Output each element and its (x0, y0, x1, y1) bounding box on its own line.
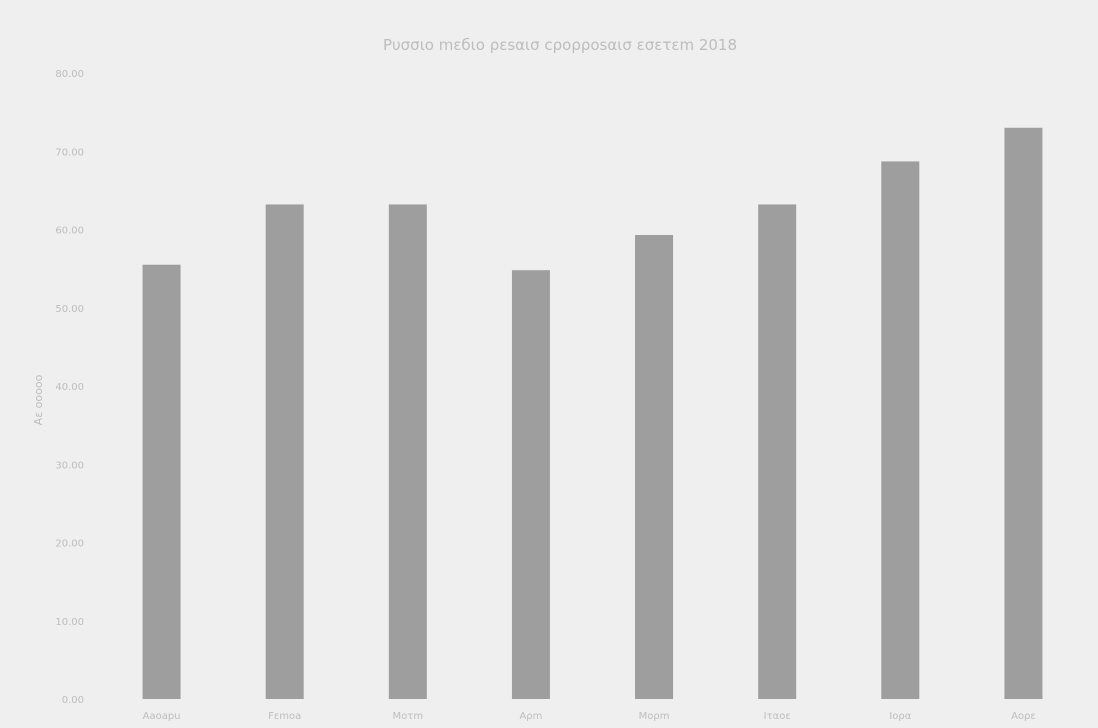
bar (758, 204, 797, 699)
y-tick-label: 20.00 (55, 539, 84, 550)
bars-group (142, 127, 1043, 700)
y-tick-label: 30.00 (55, 460, 84, 471)
y-tick-label: 10.00 (55, 617, 84, 628)
bar (1004, 127, 1043, 699)
bar (635, 234, 674, 700)
bar (388, 204, 427, 699)
bar (142, 264, 181, 699)
y-tick-label: 50.00 (55, 304, 84, 315)
bar (265, 204, 304, 699)
y-tick-label: 0.00 (62, 695, 84, 706)
y-tick-label: 70.00 (55, 147, 84, 158)
x-tick-label: Αορε (1011, 711, 1036, 722)
chart-title: Ρυσσιο mεбιο ρεsαισ cρορροsαισ εσετεm 20… (383, 36, 737, 54)
x-tick-label: Αaoapu (143, 711, 181, 722)
y-axis-label: Αε οοοοο (32, 374, 45, 425)
x-tick-label: Ιορα (889, 711, 911, 722)
x-tick-label: Fεmoa (268, 711, 301, 722)
bar (881, 161, 920, 700)
y-axis-ticks: 0.00 10.00 20.00 30.00 40.00 50.00 60.00 70.00 8… (55, 69, 84, 706)
x-tick-label: Ιταοε (764, 711, 791, 722)
y-tick-label: 40.00 (55, 382, 84, 393)
x-tick-label: Αρm (519, 711, 542, 722)
x-axis-ticks: Αaoapu Fεmoa Mοτm Αρm Μορm Ιταοε Ιορα Αορε (143, 711, 1036, 722)
y-tick-label: 80.00 (55, 69, 84, 80)
x-tick-label: Μορm (639, 711, 670, 722)
x-tick-label: Mοτm (393, 711, 424, 722)
y-tick-label: 60.00 (55, 226, 84, 237)
bar (511, 270, 550, 699)
